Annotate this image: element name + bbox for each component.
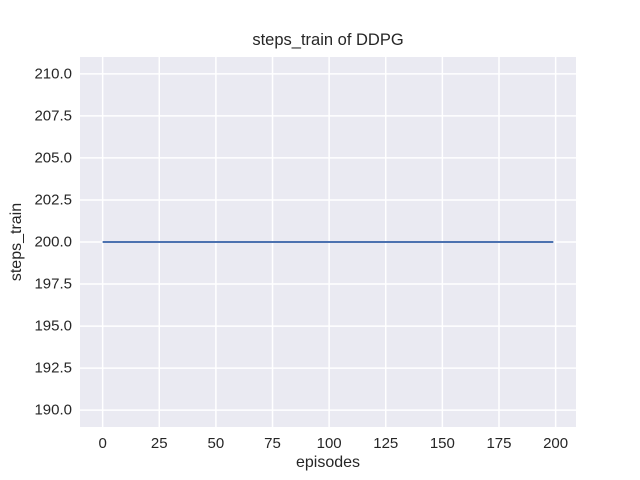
x-tick-label: 75 — [264, 435, 281, 452]
y-tick-label: 197.5 — [34, 275, 72, 293]
x-tick-label: 125 — [373, 435, 399, 452]
x-tick-label: 25 — [150, 435, 168, 452]
x-axis-label: episodes — [295, 454, 361, 471]
x-tick-label: 100 — [316, 435, 342, 452]
x-tick-label: 0 — [98, 435, 107, 452]
chart-title: steps_train of DDPG — [252, 31, 404, 49]
y-tick-label: 192.5 — [34, 359, 72, 377]
line-plot-svg — [80, 57, 576, 427]
y-tick-label: 207.5 — [34, 107, 72, 125]
y-tick-label: 195.0 — [34, 317, 72, 335]
plot-area — [80, 57, 576, 427]
x-tick-label: 200 — [543, 435, 569, 452]
x-tick-label: 150 — [429, 435, 455, 452]
y-tick-label: 202.5 — [34, 191, 72, 209]
y-tick-label: 205.0 — [34, 149, 72, 167]
x-tick-label: 50 — [207, 435, 225, 452]
x-tick-label: 175 — [486, 435, 512, 452]
y-tick-label: 190.0 — [34, 401, 72, 419]
y-tick-label: 210.0 — [34, 65, 72, 83]
y-tick-label: 200.0 — [34, 233, 72, 251]
